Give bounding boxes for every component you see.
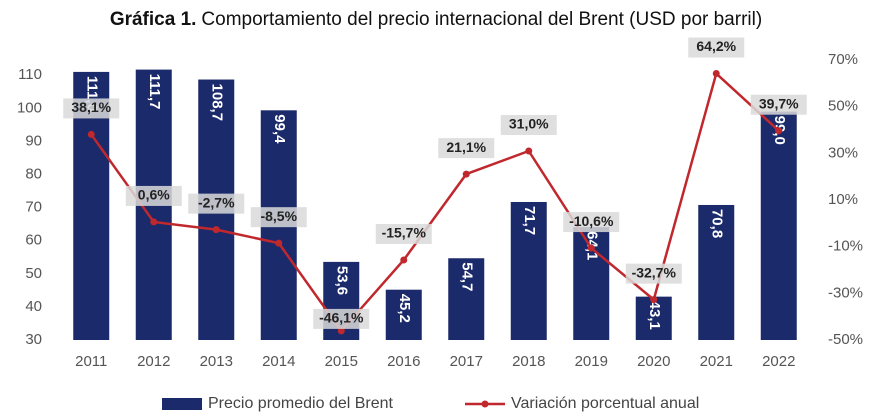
line-value-label: 39,7% (759, 95, 799, 111)
line-value-label: -8,5% (260, 208, 297, 224)
title-label: Gráfica 1. (110, 9, 197, 30)
label-bg (188, 193, 245, 214)
label-bg (750, 94, 807, 115)
label-bg (375, 223, 432, 244)
y-tick-label: 50 (25, 265, 42, 282)
title-text: Comportamiento del precio internacional … (201, 9, 762, 30)
x-tick-label: 2018 (512, 353, 545, 370)
x-tick-label: 2021 (700, 353, 733, 370)
label-bg (250, 207, 307, 228)
line-value-label: 31,0% (509, 116, 549, 132)
x-tick-label: 2013 (200, 353, 233, 370)
bar-value-label: 70,8 (708, 209, 725, 238)
x-tick-label: 2020 (637, 353, 670, 370)
label-bg (438, 138, 495, 159)
line-marker (400, 256, 408, 264)
label-bg (63, 98, 120, 119)
y-tick-label: 90 (25, 132, 42, 149)
bar (760, 111, 797, 341)
line-value-label: -2,7% (198, 194, 235, 210)
x-tick-label: 2014 (262, 353, 295, 370)
legend-label: Precio promedio del Brent (208, 395, 394, 412)
bar (510, 201, 547, 340)
label-bg (500, 115, 557, 135)
label-bg (125, 185, 182, 206)
bar-value-label: 108,7 (208, 84, 225, 122)
label-bg (625, 263, 682, 284)
legend-label: Variación porcentual anual (511, 395, 699, 412)
y-tick-label: 100 (17, 99, 42, 116)
x-tick-label: 2012 (137, 353, 170, 370)
y-tick-label: 80 (25, 165, 42, 182)
bar (448, 258, 485, 340)
x-tick-label: 2022 (762, 353, 795, 370)
x-tick-label: 2019 (575, 353, 608, 370)
x-tick-label: 2015 (325, 353, 358, 370)
legend-swatch (162, 398, 202, 410)
bar (635, 296, 672, 340)
line-value-label: 64,2% (696, 38, 736, 54)
x-tick-label: 2016 (387, 353, 420, 370)
bar-value-label: 45,2 (396, 294, 413, 323)
line-marker (337, 327, 345, 335)
bar (385, 289, 422, 340)
line-value-label: 0,6% (138, 187, 170, 203)
line-value-label: -15,7% (382, 225, 427, 241)
line-marker (150, 218, 158, 226)
y-tick-label: 70 (25, 199, 42, 216)
y2-tick-label: 50% (828, 98, 858, 115)
line-value-label: -32,7% (632, 264, 677, 280)
line-marker (587, 244, 595, 252)
bar (698, 204, 735, 340)
bar-value-label: 111,7 (146, 74, 163, 110)
bar-value-label: 43,1 (646, 301, 663, 330)
y2-tick-label: 30% (828, 144, 858, 161)
line-marker (462, 170, 470, 178)
y2-tick-label: 10% (828, 191, 858, 208)
label-bg (688, 37, 745, 58)
line-marker (712, 70, 720, 78)
chart-title: Gráfica 1. Comportamiento del precio inte… (110, 9, 762, 30)
x-tick-label: 2017 (450, 353, 483, 370)
line-value-label: -46,1% (319, 310, 364, 326)
y-tick-label: 30 (25, 331, 42, 348)
bar-value-label: 99,4 (271, 114, 288, 144)
line-marker (87, 130, 95, 138)
line-value-label: -10,6% (569, 213, 614, 229)
bar-value-label: 54,7 (458, 262, 475, 291)
y-tick-label: 60 (25, 232, 42, 249)
line-value-label: 38,1% (71, 99, 111, 115)
y-tick-label: 110 (18, 66, 42, 83)
x-tick-label: 2011 (75, 353, 107, 370)
line-marker (212, 226, 220, 234)
bar-value-label: 53,6 (333, 266, 350, 295)
line (90, 71, 780, 333)
label-bg (313, 308, 370, 329)
label-bg (563, 212, 620, 233)
bar-value-label: 71,7 (521, 206, 538, 235)
y-tick-label: 40 (25, 298, 42, 315)
y2-tick-label: -10% (828, 238, 863, 255)
line-value-label: 21,1% (446, 139, 486, 155)
y2-tick-label: -50% (828, 331, 863, 348)
line-marker (525, 147, 533, 155)
line-marker (775, 127, 783, 135)
y2-tick-label: -30% (828, 284, 863, 301)
y2-tick-label: 70% (828, 51, 858, 68)
line-marker (275, 239, 283, 247)
legend-marker (481, 400, 489, 408)
line-marker (650, 296, 658, 304)
